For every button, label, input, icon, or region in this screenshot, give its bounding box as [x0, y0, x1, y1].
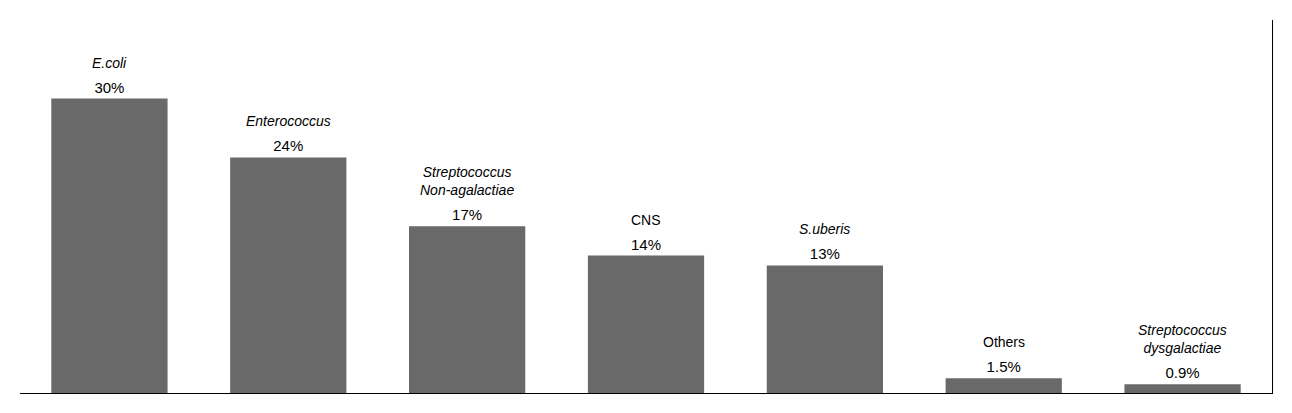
svg-text:E.coli: E.coli: [92, 55, 127, 71]
svg-text:13%: 13%: [810, 245, 840, 262]
svg-text:30%: 30%: [94, 79, 124, 96]
svg-text:1.5%: 1.5%: [987, 358, 1021, 375]
svg-text:Streptococcusdysgalactiae: Streptococcusdysgalactiae: [1138, 322, 1227, 356]
svg-text:S.uberis: S.uberis: [799, 221, 850, 237]
svg-text:CNS: CNS: [631, 212, 661, 228]
svg-text:Others: Others: [983, 334, 1025, 350]
svg-text:StreptococcusNon-agalactiae: StreptococcusNon-agalactiae: [420, 164, 514, 198]
svg-text:0.9%: 0.9%: [1165, 364, 1199, 381]
svg-text:Enterococcus: Enterococcus: [246, 113, 331, 129]
svg-text:14%: 14%: [631, 236, 661, 253]
svg-text:24%: 24%: [273, 137, 303, 154]
svg-text:17%: 17%: [452, 206, 482, 223]
